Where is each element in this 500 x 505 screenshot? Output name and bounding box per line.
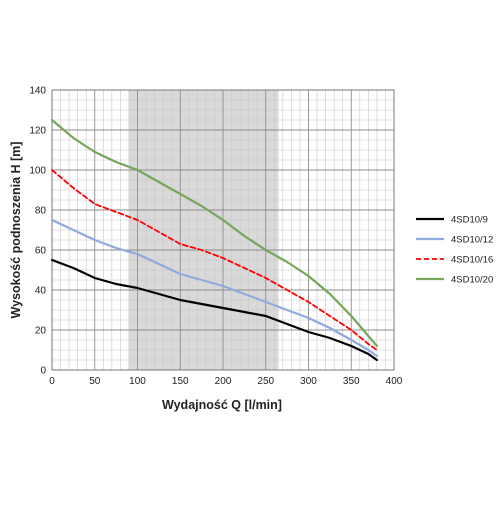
y-tick-label: 100 — [29, 166, 46, 177]
x-axis-title: Wydajność Q [l/min] — [162, 398, 282, 412]
x-tick-label: 150 — [172, 376, 189, 387]
x-tick-label: 100 — [129, 376, 146, 387]
x-tick-label: 250 — [257, 376, 274, 387]
y-tick-label: 20 — [35, 326, 47, 337]
y-axis-title: Wysokość podnoszenia H [m] — [9, 142, 23, 319]
legend-label: 4SD10/16 — [451, 255, 493, 266]
x-tick-label: 200 — [215, 376, 232, 387]
x-tick-label: 400 — [386, 376, 403, 387]
plot-border — [51, 89, 395, 371]
legend-label: 4SD10/20 — [451, 275, 493, 286]
series-line-4sd10-9 — [50, 258, 378, 362]
y-tick-label: 140 — [29, 86, 46, 97]
x-tick-label: 50 — [89, 376, 101, 387]
y-tick-label: 40 — [35, 286, 47, 297]
series-line-4sd10-16 — [51, 169, 378, 351]
y-tick-label: 120 — [29, 126, 46, 137]
plot-layer: 0 50 100 150 200 250 300 350 400 0 20 40 60 80 100 120 1… — [29, 86, 402, 388]
legend-label: 4SD10/12 — [451, 235, 493, 246]
legend-label: 4SD10/9 — [451, 215, 488, 226]
series-line-4sd10-12 — [50, 218, 378, 358]
y-tick-label: 0 — [40, 366, 46, 377]
x-tick-label: 350 — [343, 376, 360, 387]
x-tick-label: 300 — [300, 376, 317, 387]
series-line-4sd10-20 — [50, 118, 378, 348]
legend: 4SD10/9 4SD10/12 4SD10/16 4SD10/20 — [416, 215, 493, 286]
x-tick-label: 0 — [49, 376, 55, 387]
y-tick-label: 80 — [35, 206, 47, 217]
y-tick-label: 60 — [35, 246, 47, 257]
